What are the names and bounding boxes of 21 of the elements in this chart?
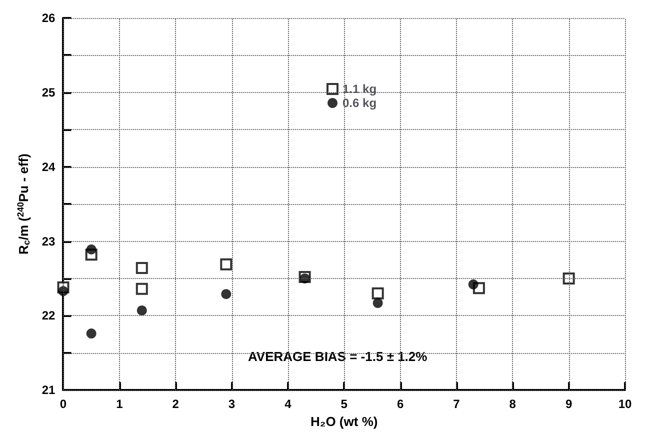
y-tick-label: 22 [42,308,56,323]
x-tick-label: 7 [453,397,460,412]
x-tick-label: 8 [509,397,516,412]
x-tick-label: 6 [396,397,404,412]
legend-label: 0.6 kg [342,96,377,110]
x-tick-label: 1 [116,397,124,412]
y-tick-label: 24 [42,160,56,174]
y-axis-title: Rc/m (240Pu - eff) [16,154,32,255]
x-tick-label: 2 [172,397,180,412]
x-tick-label: 9 [565,397,572,412]
y-tick-label: 25 [42,85,56,100]
x-tick-label: 4 [284,397,292,412]
x-tick-label: 0 [60,397,67,412]
annotation: AVERAGE BIAS = -1.5 ± 1.2% [248,349,428,364]
y-tick-label: 23 [42,234,56,248]
x-tick-label: 3 [228,397,236,412]
y-tick-label: 21 [42,383,56,398]
x-tick-label: 5 [340,397,348,412]
x-axis-title: H₂O (wt %) [310,414,378,429]
y-tick-label: 26 [42,11,56,25]
x-tick-label: 10 [618,397,632,412]
